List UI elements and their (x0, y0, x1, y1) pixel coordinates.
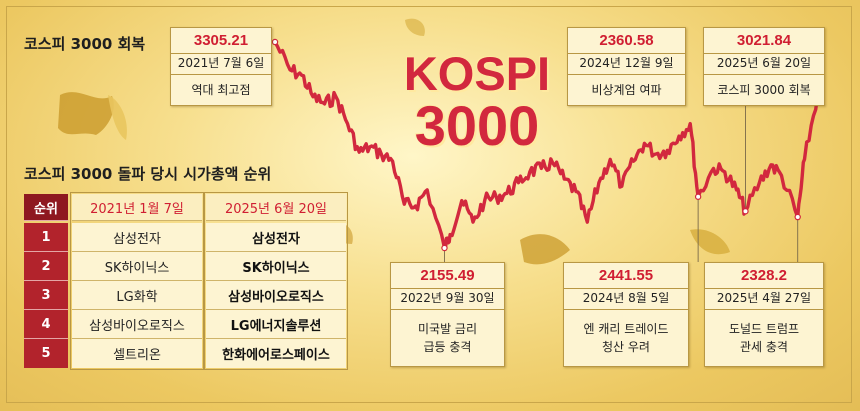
table-header-rank: 순위 (24, 194, 68, 221)
rank-cell: 5 (24, 339, 68, 368)
company-cell-2021: LG화학 (72, 281, 202, 310)
ribbon-decoration (58, 92, 114, 135)
data-point (441, 244, 448, 252)
series-line (273, 40, 820, 251)
annotation-note: 역대 최고점 (191, 82, 251, 97)
ribbon-decoration (690, 229, 730, 255)
chart-heading: 코스피 3000 회복 (24, 35, 146, 53)
annotation-date: 2024년 8월 5일 (564, 288, 688, 310)
annotation-note: 엔 캐리 트레이드 청산 우려 (583, 321, 669, 354)
data-point (694, 193, 702, 200)
annotation-date: 2024년 12월 9일 (568, 53, 685, 75)
annotation-note: 비상계엄 여파 (591, 82, 662, 97)
company-cell-2025: LG에너지솔루션 (206, 310, 346, 339)
company-cell-2021: SK하이닉스 (72, 252, 202, 281)
annotation-date: 2021년 7월 6일 (171, 53, 271, 75)
ribbon-decoration (108, 95, 127, 140)
annotation-note: 미국발 금리 급등 충격 (417, 321, 477, 354)
ribbon-decoration (405, 18, 425, 36)
annotation-value: 2155.49 (391, 263, 504, 289)
annotation-date: 2022년 9월 30일 (391, 288, 504, 310)
annotation-box: 3021.84 2025년 6월 20일 코스피 3000 회복 (703, 27, 825, 106)
table-header-2021: 2021년 1월 7일 (72, 194, 202, 221)
annotation-note: 코스피 3000 회복 (717, 82, 811, 97)
annotation-box: 2360.58 2024년 12월 9일 비상계엄 여파 (567, 27, 686, 106)
annotation-box: 3305.21 2021년 7월 6일 역대 최고점 (170, 27, 272, 106)
annotation-box: 2441.55 2024년 8월 5일 엔 캐리 트레이드 청산 우려 (563, 262, 689, 367)
data-point (271, 38, 279, 46)
company-cell-2025: 삼성전자 (206, 223, 346, 252)
annotation-date: 2025년 6월 20일 (704, 53, 824, 75)
annotation-note: 도널드 트럼프 관세 충격 (728, 321, 800, 354)
company-cell-2025: SK하이닉스 (206, 252, 346, 281)
table-header-2025: 2025년 6월 20일 (206, 194, 346, 221)
annotation-value: 3021.84 (704, 28, 824, 54)
annotation-date: 2025년 4월 27일 (705, 288, 823, 310)
rank-cell: 1 (24, 223, 68, 252)
headline-3000: 3000 (414, 94, 540, 157)
annotation-value: 2328.2 (705, 263, 823, 289)
company-cell-2025: 한화에어로스페이스 (206, 339, 346, 368)
rank-cell: 3 (24, 281, 68, 310)
rank-cell: 4 (24, 310, 68, 339)
company-cell-2021: 삼성바이오로직스 (72, 310, 202, 339)
headline-kospi: KOSPI (403, 47, 551, 100)
annotation-box: 2155.49 2022년 9월 30일 미국발 금리 급등 충격 (390, 262, 505, 367)
annotation-value: 3305.21 (171, 28, 271, 54)
rank-cell: 2 (24, 252, 68, 281)
annotation-box: 2328.2 2025년 4월 27일 도널드 트럼프 관세 충격 (704, 262, 824, 367)
ribbon-decoration (520, 234, 570, 265)
company-cell-2021: 삼성전자 (72, 223, 202, 252)
table-heading: 코스피 3000 돌파 당시 시가총액 순위 (24, 165, 272, 183)
company-cell-2021: 셀트리온 (72, 339, 202, 368)
company-cell-2025: 삼성바이오로직스 (206, 281, 346, 310)
annotation-value: 2441.55 (564, 263, 688, 289)
data-point (794, 213, 801, 221)
annotation-value: 2360.58 (568, 28, 685, 54)
data-point (742, 208, 749, 215)
